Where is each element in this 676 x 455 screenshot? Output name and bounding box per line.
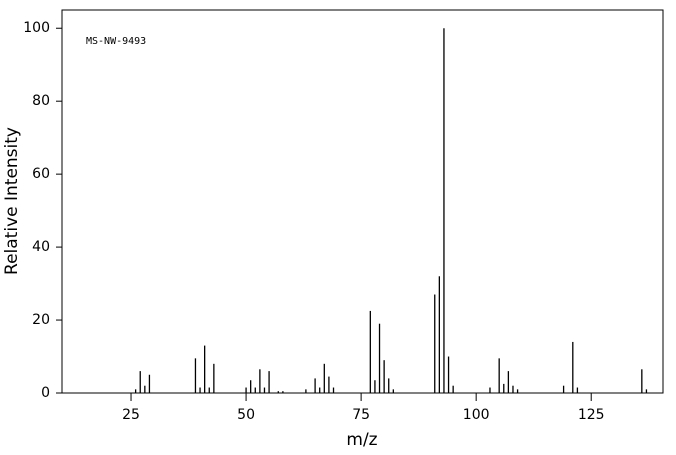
x-tick-label: 50 xyxy=(237,407,255,423)
y-tick-label: 0 xyxy=(41,385,50,401)
annotation: MS-NW-9493 xyxy=(86,36,146,47)
x-tick-label: 100 xyxy=(463,407,490,423)
x-tick-label: 125 xyxy=(578,407,605,423)
x-axis-label: m/z xyxy=(346,430,377,450)
y-tick-label: 40 xyxy=(32,239,50,255)
y-tick-label: 60 xyxy=(32,166,50,182)
y-tick-label: 100 xyxy=(23,20,50,36)
plot-frame xyxy=(61,9,664,394)
y-axis-label: Relative Intensity xyxy=(2,127,22,275)
x-tick-label: 25 xyxy=(122,407,140,423)
y-tick-label: 20 xyxy=(32,312,50,328)
x-tick-label: 75 xyxy=(352,407,370,423)
y-tick-label: 80 xyxy=(32,93,50,109)
